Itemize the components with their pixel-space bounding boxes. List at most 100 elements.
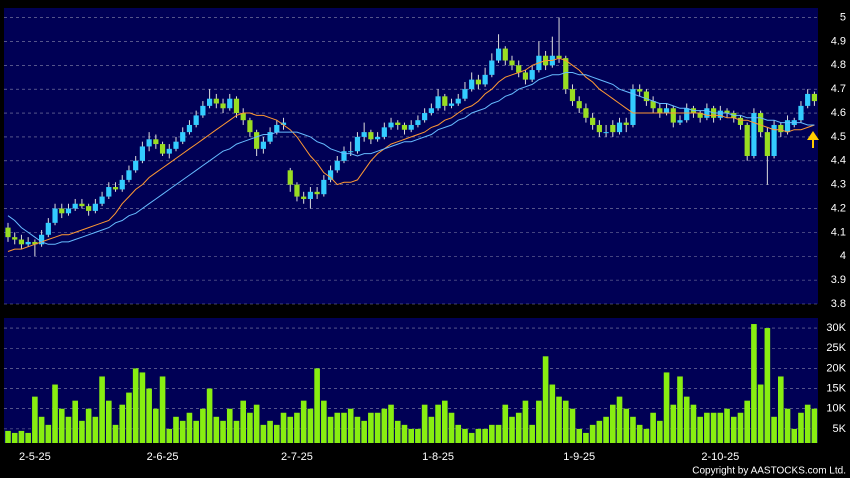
volume-bar bbox=[730, 416, 737, 443]
candle-body bbox=[307, 191, 313, 199]
y-tick-label: 20K bbox=[826, 362, 846, 374]
y-tick-label: 5K bbox=[833, 423, 847, 435]
volume-bar bbox=[193, 420, 199, 443]
candle-body bbox=[126, 170, 132, 180]
volume-bar bbox=[139, 372, 146, 443]
candle-body bbox=[133, 160, 139, 171]
candle-body bbox=[637, 89, 643, 92]
x-tick-label: 2-6-25 bbox=[147, 451, 179, 463]
candle-body bbox=[59, 208, 65, 214]
volume-bar bbox=[455, 424, 462, 443]
candle-body bbox=[18, 239, 25, 245]
volume-bar bbox=[11, 432, 18, 443]
candle-body bbox=[361, 132, 367, 137]
candle-body bbox=[395, 122, 401, 125]
candle-body bbox=[274, 124, 280, 133]
volume-bar bbox=[347, 408, 354, 443]
volume-bar bbox=[146, 388, 152, 443]
candle-body bbox=[213, 98, 219, 104]
volume-bar bbox=[663, 372, 670, 443]
volume-bar bbox=[354, 416, 361, 443]
x-tick-label: 2-10-25 bbox=[701, 451, 739, 463]
volume-bar bbox=[153, 408, 159, 443]
candle-body bbox=[240, 113, 246, 121]
volume-bar bbox=[784, 408, 791, 443]
volume-bar bbox=[630, 416, 636, 443]
y-tick-label: 3.9 bbox=[831, 274, 846, 286]
y-tick-label: 15K bbox=[826, 382, 846, 394]
candle-body bbox=[778, 124, 784, 133]
volume-bar bbox=[670, 404, 677, 443]
volume-bar bbox=[274, 424, 280, 443]
volume-bar bbox=[240, 400, 246, 443]
volume-bar bbox=[186, 412, 193, 443]
candle-body bbox=[280, 122, 287, 125]
y-tick-label: 4.4 bbox=[831, 155, 846, 167]
volume-bar bbox=[704, 412, 710, 443]
y-tick-label: 4.6 bbox=[831, 107, 846, 119]
volume-bar bbox=[45, 424, 52, 443]
candle-body bbox=[193, 115, 199, 125]
volume-bar bbox=[468, 432, 475, 443]
volume-bar bbox=[717, 412, 724, 443]
candle-body bbox=[401, 124, 408, 130]
volume-bar bbox=[475, 428, 482, 443]
candle-body bbox=[603, 132, 609, 134]
volume-bar bbox=[401, 424, 408, 443]
candle-body bbox=[321, 179, 327, 195]
volume-bar bbox=[18, 430, 25, 443]
volume-bar bbox=[683, 396, 690, 443]
volume-bar bbox=[798, 412, 804, 443]
candle-body bbox=[428, 108, 434, 114]
volume-bar bbox=[5, 430, 11, 443]
candle-body bbox=[475, 79, 481, 85]
volume-bar bbox=[394, 420, 401, 443]
candle-body bbox=[811, 93, 817, 102]
arrow-marker bbox=[807, 131, 819, 148]
candle-body bbox=[260, 141, 266, 149]
y-tick-label: 30K bbox=[826, 322, 846, 334]
volume-bar bbox=[200, 408, 206, 443]
candle-body bbox=[200, 105, 206, 116]
volume-bar bbox=[300, 400, 307, 443]
candle-body bbox=[186, 124, 193, 133]
candle-body bbox=[469, 79, 475, 90]
volume-bar bbox=[52, 384, 58, 443]
candle-body bbox=[422, 113, 428, 121]
y-tick-label: 4.7 bbox=[831, 83, 846, 95]
candle-body bbox=[220, 103, 226, 109]
volume-bar bbox=[92, 416, 99, 443]
y-tick-label: 4.1 bbox=[831, 226, 846, 238]
volume-bar bbox=[38, 416, 45, 443]
candle-body bbox=[751, 113, 757, 156]
volume-bar bbox=[502, 404, 509, 443]
candle-body bbox=[569, 89, 576, 102]
candle-body bbox=[99, 196, 105, 204]
candle-body bbox=[677, 120, 683, 123]
candle-body bbox=[408, 124, 414, 130]
y-tick-label: 4 bbox=[840, 250, 846, 262]
volume-bar bbox=[677, 376, 683, 443]
volume-bar bbox=[112, 424, 119, 443]
volume-bar bbox=[173, 416, 179, 443]
candle-body bbox=[247, 120, 253, 133]
volume-bar bbox=[509, 416, 515, 443]
volume-bar bbox=[737, 412, 744, 443]
volume-bar bbox=[542, 356, 549, 443]
y-tick-label: 3.8 bbox=[831, 298, 846, 310]
candle-body bbox=[509, 60, 515, 66]
volume-bar bbox=[361, 420, 367, 443]
candle-body bbox=[25, 241, 31, 245]
candle-body bbox=[207, 98, 213, 106]
volume-bar bbox=[415, 428, 421, 443]
volume-bar bbox=[341, 412, 347, 443]
candle-body bbox=[630, 89, 636, 125]
candle-body bbox=[52, 208, 58, 223]
candle-body bbox=[784, 120, 791, 133]
candle-body bbox=[5, 227, 11, 238]
moving-average bbox=[7, 57, 815, 252]
volume-bar bbox=[448, 412, 455, 443]
volume-bar bbox=[179, 420, 186, 443]
volume-bar bbox=[764, 328, 771, 443]
candle-body bbox=[294, 184, 300, 197]
